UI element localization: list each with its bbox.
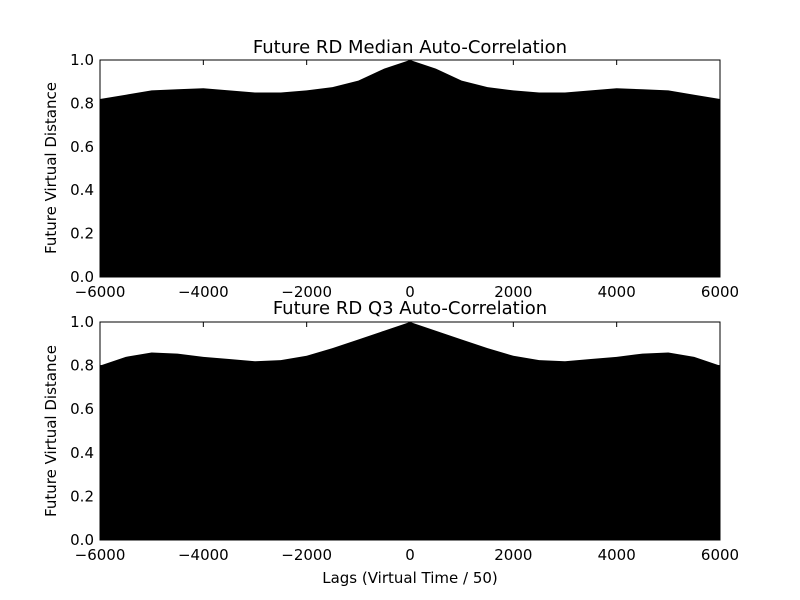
x-tick-label: 6000 bbox=[701, 546, 739, 564]
y-axis-label: Future Virtual Distance bbox=[42, 82, 60, 254]
x-tick-label: −6000 bbox=[75, 546, 126, 564]
area-series bbox=[100, 60, 720, 277]
chart-title: Future RD Median Auto-Correlation bbox=[253, 37, 567, 58]
y-tick-label: 0.8 bbox=[70, 94, 94, 112]
y-tick-label: 0.6 bbox=[70, 138, 94, 156]
y-tick-label: 1.0 bbox=[70, 51, 94, 69]
x-tick-label: −4000 bbox=[178, 283, 229, 301]
x-tick-label: −6000 bbox=[75, 283, 126, 301]
chart-title: Future RD Q3 Auto-Correlation bbox=[273, 298, 547, 319]
x-tick-label: 2000 bbox=[494, 283, 532, 301]
area-series bbox=[100, 322, 720, 540]
x-tick-label: −4000 bbox=[178, 546, 229, 564]
x-tick-label: 0 bbox=[405, 283, 415, 301]
y-tick-label: 0.6 bbox=[70, 400, 94, 418]
y-tick-label: 0.0 bbox=[70, 268, 94, 286]
x-tick-label: 4000 bbox=[598, 546, 636, 564]
x-tick-label: 2000 bbox=[494, 546, 532, 564]
y-axis-label: Future Virtual Distance bbox=[42, 345, 60, 517]
median-autocorrelation-chart: Future RD Median Auto-Correlation Future… bbox=[42, 37, 739, 301]
y-tick-label: 0.0 bbox=[70, 531, 94, 549]
y-tick-label: 0.4 bbox=[70, 181, 94, 199]
y-tick-label: 0.2 bbox=[70, 487, 94, 505]
x-tick-label: 6000 bbox=[701, 283, 739, 301]
y-tick-label: 0.8 bbox=[70, 357, 94, 375]
y-tick-label: 1.0 bbox=[70, 313, 94, 331]
x-tick-label: 0 bbox=[405, 546, 415, 564]
x-tick-label: 4000 bbox=[598, 283, 636, 301]
x-tick-label: −2000 bbox=[281, 546, 332, 564]
x-axis-label: Lags (Virtual Time / 50) bbox=[322, 569, 498, 587]
y-tick-label: 0.4 bbox=[70, 444, 94, 462]
q3-autocorrelation-chart: Future RD Q3 Auto-Correlation Future Vir… bbox=[42, 298, 739, 587]
y-tick-label: 0.2 bbox=[70, 225, 94, 243]
x-tick-label: −2000 bbox=[281, 283, 332, 301]
